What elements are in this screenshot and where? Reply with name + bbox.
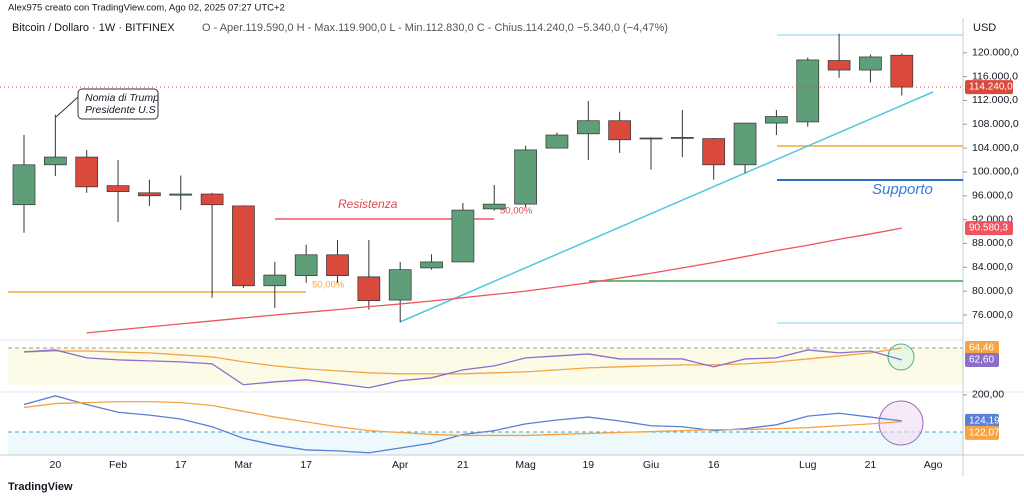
x-tick-label: 20 (50, 459, 62, 471)
candle-body (576, 120, 600, 135)
callout-pointer (55, 96, 79, 118)
y-tick-label: 88.000,0 (972, 237, 1013, 249)
candle-body (733, 122, 757, 166)
currency: USD (973, 22, 996, 34)
x-tick-label: Lug (799, 459, 817, 471)
y-tick-label: 100.000,0 (972, 166, 1019, 178)
candle-body (43, 156, 67, 166)
callout-box (77, 88, 159, 120)
candle-body (326, 254, 349, 276)
symbol: Bitcoin / Dollaro · 1W · BITFINEX (12, 22, 175, 34)
indicator-label-box (965, 340, 999, 355)
candle-body (482, 203, 506, 210)
indicator-line (23, 401, 902, 437)
y-tick-label: 104.000,0 (972, 142, 1019, 154)
ohlc: O - Aper.119.590,0 H - Max.119.900,0 L -… (202, 22, 668, 34)
last-price: 114.240,0 (969, 82, 1013, 93)
resistance-label: Resistenza (338, 197, 398, 211)
candle-body (639, 137, 663, 140)
indicator-line (23, 347, 902, 375)
x-tick-label: 21 (457, 459, 469, 471)
y-tick-label: 112.000,0 (972, 94, 1018, 106)
callout-text: Nomia di Trump (85, 92, 159, 104)
support-label: Supporto (872, 181, 933, 198)
indicator-label: 122,07 (969, 428, 1000, 439)
highlight (887, 343, 915, 371)
candle-body (890, 54, 914, 88)
x-tick-label: 16 (708, 459, 720, 471)
y-tick-label: 120.000,0 (972, 47, 1019, 59)
candle-body (138, 192, 161, 197)
author-line: Alex975 creato con TradingView.com, Ago … (8, 3, 285, 14)
candle-body (263, 274, 287, 287)
candle-body (106, 185, 130, 192)
candle-body (451, 209, 475, 263)
x-tick-label: Ago (924, 459, 943, 471)
x-tick-label: Feb (109, 459, 127, 471)
fib-label: 50,00% (312, 280, 345, 291)
indicator-line (23, 349, 902, 389)
fib-label: 50,00% (500, 206, 533, 217)
candle-body (200, 193, 224, 206)
candle-body (388, 269, 412, 301)
x-tick-label: 19 (582, 459, 594, 471)
candle-body (670, 137, 694, 139)
brand: TradingView (8, 481, 73, 493)
x-tick-label: 17 (300, 459, 312, 471)
candle-body (608, 120, 632, 141)
x-tick-label: 17 (175, 459, 187, 471)
y-tick-label: 80.000,0 (972, 285, 1013, 297)
candle-body (75, 156, 99, 188)
y-tick-label: 84.000,0 (972, 261, 1013, 273)
candle-body (514, 149, 537, 205)
candle-body (545, 134, 569, 149)
y-tick-label: 200,00 (972, 389, 1004, 401)
candle-body (765, 116, 788, 124)
callout-text: Presidente U.S (85, 104, 156, 116)
indicator-label: 64,46 (969, 343, 994, 354)
candle-body (294, 254, 318, 276)
candle-body (796, 59, 820, 123)
y-tick-label: 116.000,0 (972, 70, 1018, 82)
x-tick-label: Mag (515, 459, 536, 471)
indicator-line (23, 395, 902, 454)
indicator-label: 62,60 (969, 355, 994, 366)
indicator-label-box (965, 352, 999, 367)
x-tick-label: Giu (643, 459, 660, 471)
osc-band (8, 432, 963, 455)
candle-body (357, 276, 381, 302)
candle-body (827, 60, 851, 71)
x-tick-label: Apr (392, 459, 409, 471)
trend-line (399, 91, 934, 323)
candle-body (420, 261, 443, 269)
x-tick-label: 21 (865, 459, 877, 471)
candle-body (169, 193, 193, 196)
ma-label-box (965, 221, 1013, 236)
indicator-label: 124,19 (969, 416, 1000, 427)
ma-label: 90.580,3 (969, 223, 1008, 234)
y-tick-label: 96.000,0 (972, 190, 1013, 202)
candle-body (702, 138, 726, 166)
last-price-box (965, 80, 1013, 95)
y-tick-label: 76.000,0 (972, 309, 1013, 321)
indicator-label-box (965, 413, 999, 428)
indicator-label-box (965, 425, 999, 440)
x-tick-label: Mar (234, 459, 253, 471)
candle-body (12, 164, 36, 206)
moving-average (86, 227, 902, 334)
candle-body (859, 56, 882, 71)
candle-body (232, 205, 255, 287)
y-tick-label: 108.000,0 (972, 118, 1019, 130)
